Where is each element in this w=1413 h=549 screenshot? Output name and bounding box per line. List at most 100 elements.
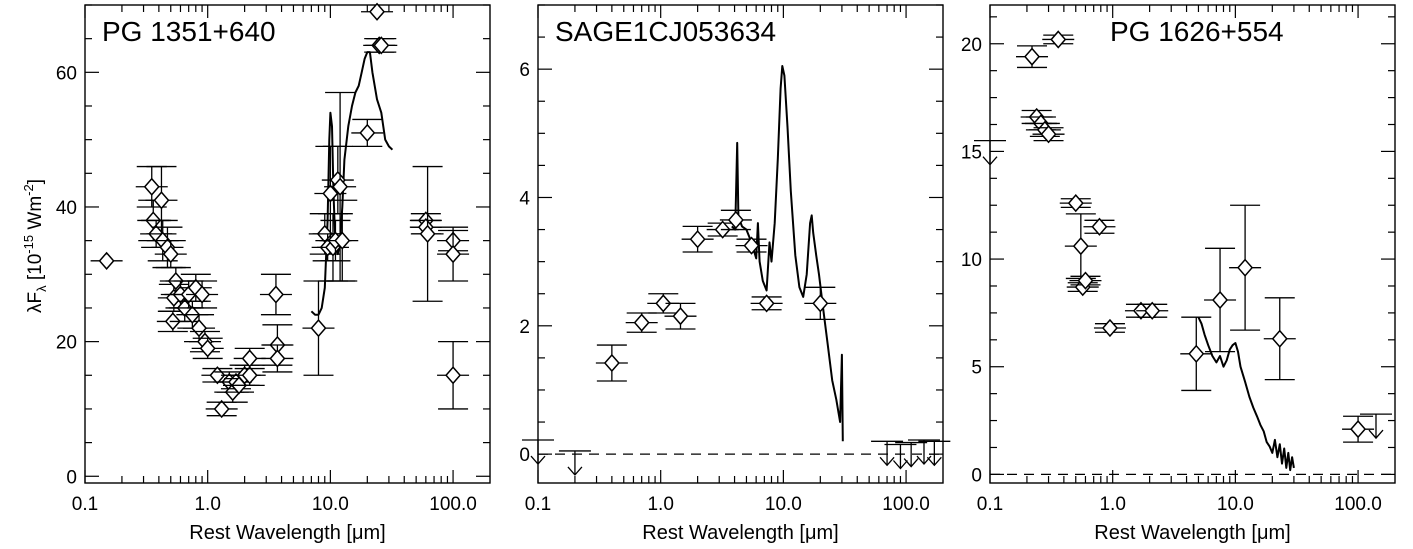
diamond-marker bbox=[194, 285, 211, 304]
data-point bbox=[351, 118, 384, 148]
panel-pg1626: 0.1 1.0 10.0 100.0 0 5 10 15 20 PG 1626+554 Rest W… bbox=[961, 4, 1396, 544]
diamond-marker bbox=[1188, 344, 1205, 363]
diamond-marker bbox=[1024, 47, 1041, 66]
diamond-marker bbox=[758, 294, 775, 313]
data-point bbox=[1064, 213, 1097, 280]
diamond-marker bbox=[1077, 271, 1094, 290]
diamond-marker bbox=[373, 36, 390, 55]
x-tick-label: 100.0 bbox=[1334, 494, 1382, 515]
diamond-marker bbox=[1350, 420, 1367, 439]
diamond-marker bbox=[743, 236, 760, 255]
upper-limit-marker bbox=[895, 441, 928, 468]
panel-title: SAGE1CJ053634 bbox=[555, 16, 776, 47]
diamond-marker bbox=[1091, 217, 1108, 236]
data-point bbox=[719, 209, 752, 231]
data-point bbox=[595, 344, 628, 382]
x-tick-label: 1.0 bbox=[647, 494, 673, 515]
diamond-marker bbox=[1237, 258, 1254, 277]
data-point bbox=[664, 302, 697, 330]
diamond-marker bbox=[209, 366, 226, 385]
x-tick-label: 100.0 bbox=[882, 494, 930, 515]
upper-limit-marker bbox=[522, 439, 554, 465]
x-axis-label: Rest Wavelength [μm] bbox=[189, 522, 385, 544]
panel-pg1351: 0.1 1.0 10.0 100.0 0 20 40 60 PG 1351+640 Rest Wa… bbox=[56, 2, 491, 544]
upper-limit-arrowhead bbox=[567, 466, 583, 476]
diamond-marker bbox=[98, 251, 115, 270]
data-point bbox=[326, 199, 359, 282]
data-point bbox=[261, 344, 294, 373]
diamond-marker bbox=[727, 210, 744, 230]
data-point bbox=[191, 337, 224, 360]
data-point bbox=[186, 280, 219, 309]
data-point bbox=[1032, 125, 1065, 144]
plot-frame bbox=[537, 4, 944, 484]
data-point bbox=[183, 314, 216, 343]
upper-limit-arrowhead bbox=[530, 455, 546, 465]
panel-sage1cj053634: 0.1 1.0 10.0 100.0 0 2 4 6 SAGE1CJ053634 Rest Wav… bbox=[519, 4, 951, 544]
data-point bbox=[90, 251, 123, 270]
diamond-marker bbox=[334, 231, 351, 250]
diamond-marker bbox=[213, 399, 230, 419]
spectrum-line bbox=[1197, 316, 1295, 472]
diamond-marker bbox=[1040, 125, 1057, 144]
y-tick-label: 20 bbox=[56, 333, 77, 354]
spectrum-line bbox=[310, 51, 394, 316]
plot-frame bbox=[84, 4, 491, 484]
upper-limit-marker bbox=[1359, 413, 1392, 440]
data-point bbox=[1016, 45, 1049, 69]
data-point bbox=[321, 145, 354, 215]
y-tick-label: 0 bbox=[519, 445, 530, 466]
diamond-marker bbox=[655, 294, 672, 313]
diamond-marker bbox=[199, 339, 216, 358]
y-tick-label: 0 bbox=[66, 467, 77, 488]
data-point bbox=[437, 226, 470, 282]
y-tick-label: 2 bbox=[519, 317, 530, 338]
diamond-marker bbox=[153, 191, 170, 210]
x-tick-label: 100.0 bbox=[429, 494, 477, 515]
x-axis-label: Rest Wavelength [μm] bbox=[642, 522, 838, 544]
diamond-marker bbox=[241, 366, 258, 385]
data-point bbox=[1180, 316, 1213, 392]
plot-frame bbox=[989, 4, 1396, 484]
y-tick-label: 60 bbox=[56, 63, 77, 84]
diamond-marker bbox=[241, 349, 258, 368]
diamond-marker bbox=[1212, 290, 1229, 310]
data-point bbox=[361, 2, 394, 21]
data-point bbox=[302, 280, 335, 376]
x-tick-label: 10.0 bbox=[312, 494, 349, 515]
x-tick-label: 0.1 bbox=[525, 494, 551, 515]
diamond-marker bbox=[332, 177, 349, 196]
data-point bbox=[1069, 271, 1102, 290]
upper-limit-marker bbox=[907, 439, 940, 465]
y-tick-label: 6 bbox=[519, 60, 530, 81]
diamond-marker bbox=[445, 244, 462, 264]
diamond-marker bbox=[267, 285, 284, 304]
diamond-marker bbox=[1067, 193, 1084, 213]
data-point bbox=[233, 347, 266, 370]
data-point bbox=[1083, 217, 1116, 236]
data-point bbox=[1136, 301, 1169, 320]
upper-limit-marker bbox=[974, 139, 1006, 166]
data-point bbox=[1229, 204, 1262, 331]
data-point bbox=[647, 293, 680, 314]
upper-limit-marker bbox=[918, 440, 951, 467]
diamond-marker bbox=[633, 313, 650, 332]
data-point bbox=[365, 36, 398, 55]
data-point bbox=[411, 165, 444, 302]
diamond-marker bbox=[162, 244, 179, 264]
x-axis-label: Rest Wavelength [μm] bbox=[1094, 522, 1290, 544]
data-point bbox=[259, 273, 292, 316]
panel-title: PG 1351+640 bbox=[102, 16, 276, 47]
data-point bbox=[750, 294, 783, 313]
upper-limit-arrowhead bbox=[879, 456, 895, 467]
data-point bbox=[1263, 297, 1296, 381]
diamond-marker bbox=[1072, 237, 1089, 256]
diamond-marker bbox=[1144, 301, 1161, 320]
spectrum-line bbox=[731, 65, 844, 442]
data-point bbox=[205, 399, 238, 419]
upper-limit-arrowhead bbox=[926, 456, 942, 467]
data-point bbox=[437, 340, 470, 410]
diamond-marker bbox=[1050, 30, 1067, 49]
data-point bbox=[1342, 415, 1375, 443]
